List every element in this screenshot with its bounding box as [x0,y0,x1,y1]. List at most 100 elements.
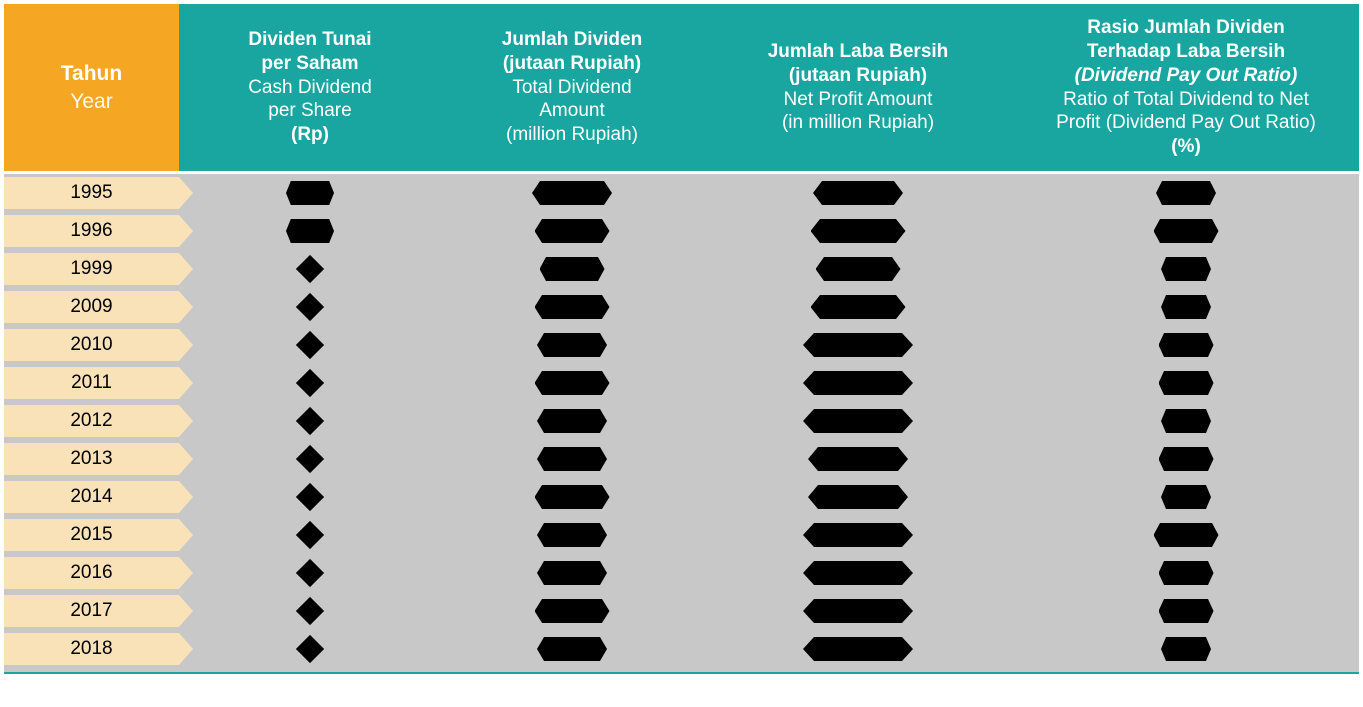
table-row: 2009 [4,288,1359,326]
year-cell: 1999 [4,253,179,285]
cell-net-profit [703,219,1013,243]
redacted-value [535,295,610,319]
cell-total-dividend [441,637,703,661]
cell-total-dividend [441,561,703,585]
redacted-value [813,181,903,205]
cell-payout-ratio [1013,523,1359,547]
cell-payout-ratio [1013,333,1359,357]
header-year-en: Year [70,88,112,115]
cell-cash-dividend [179,411,441,431]
redacted-value [535,371,610,395]
redacted-value [296,483,324,511]
cell-net-profit [703,257,1013,281]
header-col-payout-ratio: Rasio Jumlah Dividen Terhadap Laba Bersi… [1013,4,1359,171]
redacted-value [803,561,913,585]
redacted-value [803,333,913,357]
redacted-value [296,331,324,359]
cell-total-dividend [441,485,703,509]
redacted-value [535,599,610,623]
redacted-value [296,521,324,549]
redacted-value [537,447,607,471]
redacted-value [811,219,906,243]
redacted-value [537,523,607,547]
year-cell: 2015 [4,519,179,551]
table-row: 2017 [4,592,1359,630]
header-year: Tahun Year [4,4,179,171]
redacted-value [808,447,908,471]
table-row: 2010 [4,326,1359,364]
header-col-net-profit: Jumlah Laba Bersih (jutaan Rupiah) Net P… [703,4,1013,171]
year-cell: 2017 [4,595,179,627]
cell-cash-dividend [179,219,441,243]
redacted-value [296,597,324,625]
redacted-value [296,407,324,435]
redacted-value [1161,295,1211,319]
cell-net-profit [703,371,1013,395]
table-row: 1995 [4,174,1359,212]
redacted-value [1159,333,1214,357]
redacted-value [803,637,913,661]
header-col-cash-dividend: Dividen Tunai per Saham Cash Dividend pe… [179,4,441,171]
cell-cash-dividend [179,181,441,205]
cell-net-profit [703,485,1013,509]
year-cell: 2010 [4,329,179,361]
year-cell: 2013 [4,443,179,475]
redacted-value [811,295,906,319]
year-cell: 2016 [4,557,179,589]
cell-total-dividend [441,333,703,357]
cell-payout-ratio [1013,181,1359,205]
cell-payout-ratio [1013,447,1359,471]
header-col-total-dividend: Jumlah Dividen (jutaan Rupiah) Total Div… [441,4,703,171]
cell-cash-dividend [179,563,441,583]
table-body: 1995199619992009201020112012201320142015… [4,174,1359,672]
redacted-value [1159,561,1214,585]
redacted-value [1161,485,1211,509]
year-cell: 1995 [4,177,179,209]
table-row: 2014 [4,478,1359,516]
redacted-value [1159,371,1214,395]
redacted-value [286,181,334,205]
redacted-value [808,485,908,509]
cell-net-profit [703,599,1013,623]
cell-payout-ratio [1013,485,1359,509]
cell-payout-ratio [1013,295,1359,319]
cell-cash-dividend [179,639,441,659]
redacted-value [296,255,324,283]
cell-cash-dividend [179,259,441,279]
redacted-value [1159,447,1214,471]
table-row: 2016 [4,554,1359,592]
redacted-value [535,219,610,243]
cell-payout-ratio [1013,599,1359,623]
redacted-value [296,369,324,397]
redacted-value [296,635,324,663]
cell-cash-dividend [179,449,441,469]
table-row: 1996 [4,212,1359,250]
redacted-value [537,333,607,357]
cell-total-dividend [441,257,703,281]
cell-cash-dividend [179,601,441,621]
redacted-value [1156,181,1216,205]
redacted-value [1161,409,1211,433]
year-cell: 2014 [4,481,179,513]
cell-net-profit [703,637,1013,661]
redacted-value [537,561,607,585]
cell-cash-dividend [179,335,441,355]
cell-total-dividend [441,181,703,205]
header-year-native: Tahun [61,60,122,87]
redacted-value [1161,257,1211,281]
year-cell: 2018 [4,633,179,665]
cell-total-dividend [441,295,703,319]
cell-cash-dividend [179,297,441,317]
cell-total-dividend [441,447,703,471]
redacted-value [1154,219,1219,243]
cell-cash-dividend [179,487,441,507]
table-row: 2013 [4,440,1359,478]
redacted-value [537,409,607,433]
table-row: 2012 [4,402,1359,440]
redacted-value [816,257,901,281]
cell-payout-ratio [1013,637,1359,661]
redacted-value [296,559,324,587]
cell-cash-dividend [179,373,441,393]
cell-net-profit [703,181,1013,205]
cell-payout-ratio [1013,561,1359,585]
